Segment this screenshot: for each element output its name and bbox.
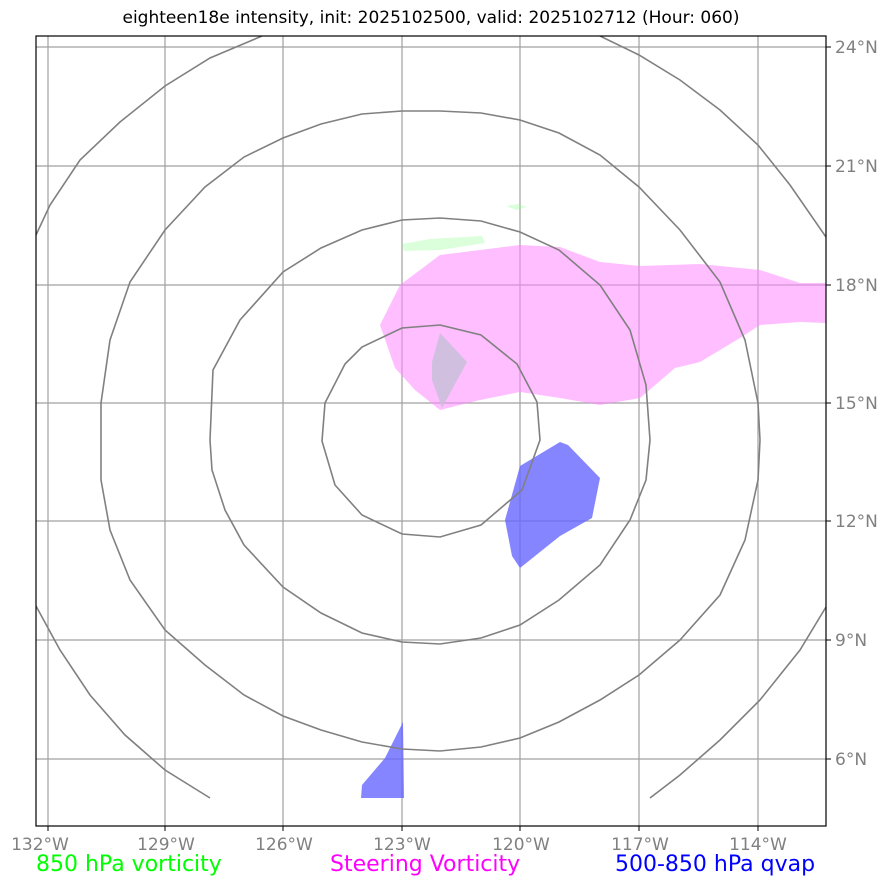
lon-tick-labels: 132°W 129°W 126°W 123°W 120°W 117°W 114°…: [11, 835, 787, 855]
legend-steering-vorticity: Steering Vorticity: [330, 852, 521, 877]
lat-label-21n: 21°N: [835, 157, 878, 177]
lat-label-9n: 9°N: [835, 631, 867, 651]
lon-label-123w: 123°W: [373, 835, 431, 855]
steering-overlap-patch: [432, 333, 467, 408]
axis-ticks: [47, 46, 831, 831]
lat-tick-labels: 24°N 21°N 18°N 15°N 12°N 9°N 6°N: [835, 38, 878, 770]
qvap-field-south: [361, 722, 404, 798]
lon-label-126w: 126°W: [255, 835, 313, 855]
lat-label-24n: 24°N: [835, 38, 878, 58]
legend: 850 hPa vorticity Steering Vorticity 500…: [0, 852, 896, 882]
legend-850-vorticity: 850 hPa vorticity: [36, 852, 222, 877]
steering-vorticity-field: [380, 245, 826, 410]
range-ring-1: [321, 324, 541, 538]
lon-label-120w: 120°W: [492, 835, 550, 855]
range-ring-4: [36, 36, 826, 799]
lat-label-18n: 18°N: [835, 276, 878, 296]
lon-label-117w: 117°W: [611, 835, 669, 855]
map-title: eighteen18e intensity, init: 2025102500,…: [122, 8, 740, 28]
lat-label-12n: 12°N: [835, 512, 878, 532]
plot-frame: [35, 35, 827, 827]
range-rings: [36, 36, 826, 799]
gridlines: [36, 36, 826, 826]
range-ring-2: [209, 217, 651, 645]
range-ring-3: [100, 110, 761, 752]
vorticity-850-field: [402, 236, 485, 251]
qvap-field-main: [505, 442, 600, 568]
lon-label-132w: 132°W: [11, 835, 69, 855]
legend-qvap: 500-850 hPa qvap: [615, 852, 816, 877]
lat-label-15n: 15°N: [835, 394, 878, 414]
lon-label-129w: 129°W: [137, 835, 195, 855]
lon-label-114w: 114°W: [729, 835, 787, 855]
vorticity-850-field-small: [506, 204, 527, 210]
lat-label-6n: 6°N: [835, 750, 867, 770]
